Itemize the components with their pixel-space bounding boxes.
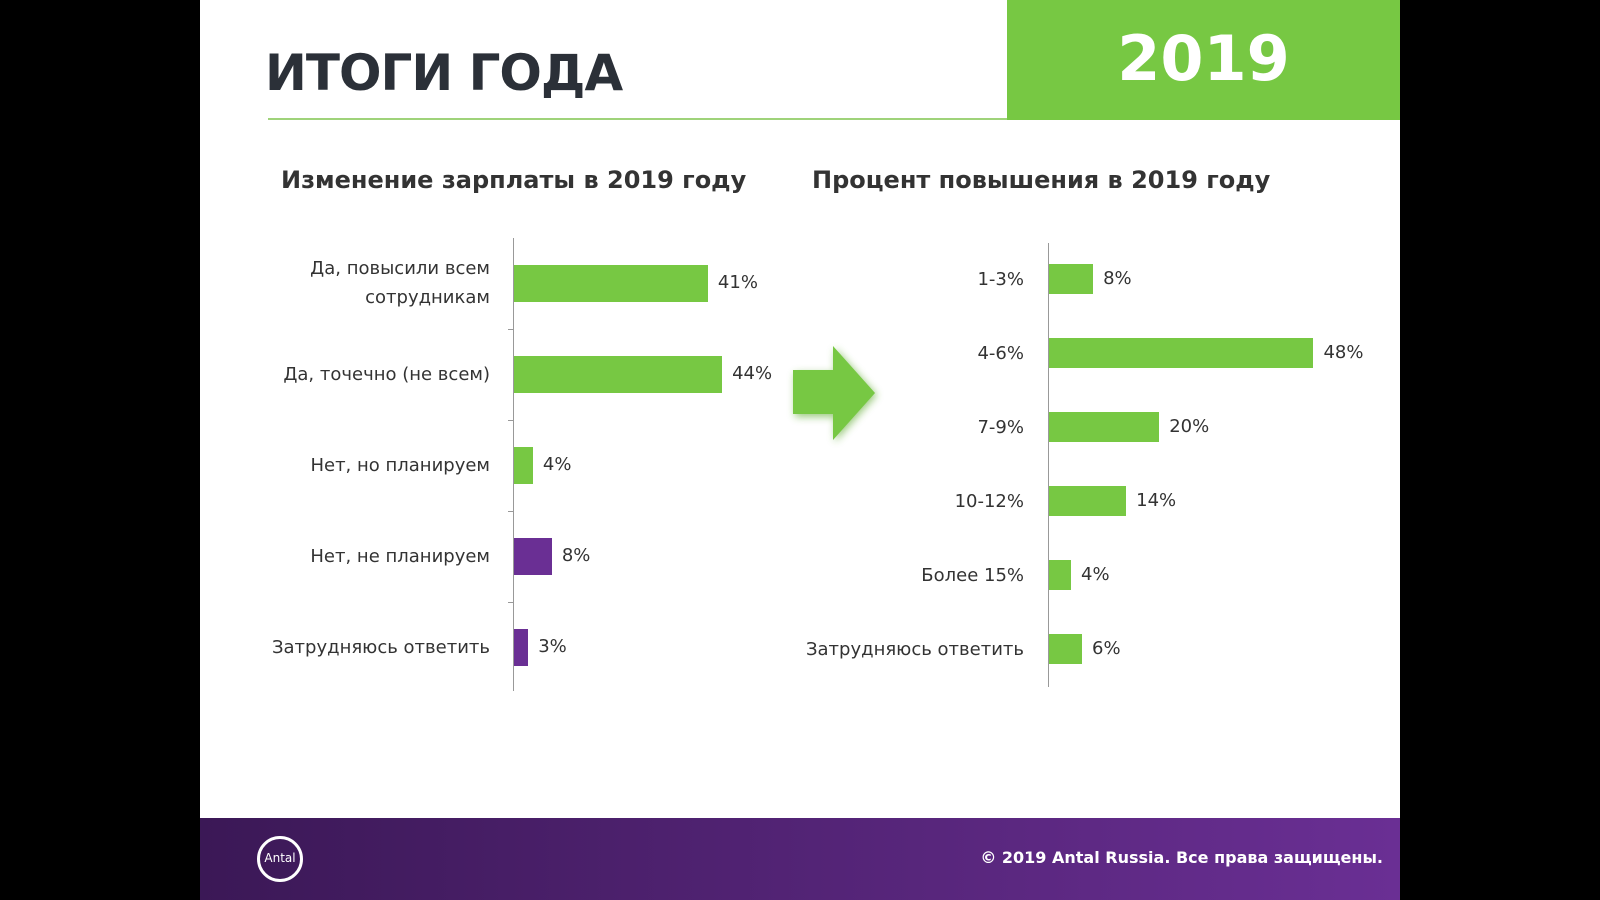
category-label: Затрудняюсь ответить — [271, 636, 490, 658]
axis-tick — [508, 419, 513, 421]
value-label: 14% — [1136, 490, 1177, 511]
value-label: 3% — [538, 636, 567, 657]
bar — [514, 446, 533, 484]
bar — [1049, 264, 1094, 294]
category-label: 1-3% — [977, 268, 1024, 290]
value-label: 48% — [1323, 342, 1364, 363]
chart-title: Изменение зарплаты в 2019 году — [281, 166, 747, 194]
category-label: Более 15% — [921, 564, 1024, 586]
bar — [1049, 560, 1072, 590]
header-rule — [268, 118, 1008, 120]
value-label: 44% — [732, 363, 773, 384]
category-label: 4-6% — [977, 342, 1024, 364]
category-label: Да, точечно (не всем) — [283, 363, 490, 385]
category-label: Да, повысили всем сотрудникам — [310, 258, 490, 308]
category-label: 10-12% — [954, 490, 1024, 512]
bar — [514, 628, 529, 666]
bar — [514, 537, 552, 575]
bar — [1049, 486, 1127, 516]
value-label: 8% — [1103, 268, 1132, 289]
axis-line — [1048, 243, 1049, 687]
header-title: ИТОГИ ГОДА — [265, 44, 623, 102]
bar — [514, 264, 708, 302]
year-box — [1007, 0, 1400, 120]
slide: ИТОГИ ГОДА 2019 Antal © 2019 Antal Russi… — [200, 0, 1400, 900]
value-label: 6% — [1092, 638, 1121, 659]
bar — [1049, 634, 1083, 664]
axis-tick — [508, 328, 513, 330]
bar — [1049, 338, 1314, 368]
copyright: © 2019 Antal Russia. Все права защищены. — [980, 848, 1383, 867]
value-label: 41% — [717, 272, 758, 293]
logo-text: Antal — [264, 851, 296, 865]
axis-line — [513, 238, 514, 691]
chart-title: Процент повышения в 2019 году — [812, 166, 1271, 194]
arrow — [793, 346, 877, 442]
footer-band — [200, 818, 1400, 900]
category-label: 7-9% — [977, 416, 1024, 438]
category-label: Нет, но планируем — [310, 454, 490, 476]
axis-tick — [508, 601, 513, 603]
bar — [1049, 412, 1160, 442]
value-label: 20% — [1169, 416, 1210, 437]
bar — [514, 355, 723, 393]
axis-tick — [508, 510, 513, 512]
value-label: 4% — [1081, 564, 1110, 585]
year-label: 2019 — [1117, 22, 1290, 95]
value-label: 4% — [542, 454, 572, 475]
category-label: Затрудняюсь ответить — [805, 638, 1024, 660]
value-label: 8% — [561, 545, 591, 566]
category-label: Нет, не планируем — [310, 545, 490, 567]
logo — [257, 836, 303, 882]
